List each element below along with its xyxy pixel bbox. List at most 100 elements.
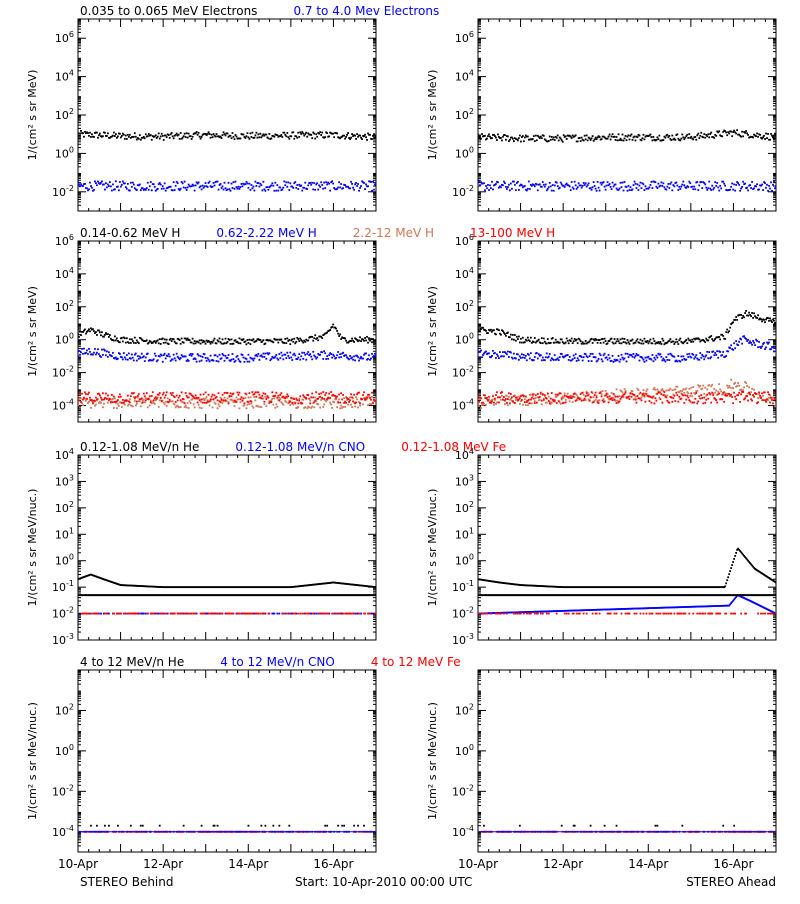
data-point bbox=[166, 405, 168, 407]
data-point bbox=[680, 398, 682, 400]
data-point bbox=[370, 358, 372, 360]
data-point bbox=[599, 136, 601, 138]
data-point bbox=[338, 335, 340, 337]
data-point bbox=[596, 395, 598, 397]
data-point bbox=[671, 401, 673, 403]
data-point bbox=[550, 359, 552, 361]
data-point bbox=[744, 312, 746, 314]
data-point bbox=[191, 342, 193, 344]
data-point bbox=[745, 382, 747, 384]
data-point bbox=[616, 388, 618, 390]
data-point bbox=[728, 133, 730, 135]
data-point bbox=[130, 395, 132, 397]
data-point bbox=[304, 354, 306, 356]
data-point bbox=[547, 393, 549, 395]
data-point bbox=[635, 355, 637, 357]
data-point bbox=[77, 405, 79, 407]
data-point bbox=[532, 395, 534, 397]
data-point bbox=[520, 357, 522, 359]
data-point bbox=[748, 342, 750, 344]
data-point bbox=[583, 399, 585, 401]
data-point bbox=[652, 187, 654, 189]
data-point bbox=[146, 187, 148, 189]
data-point bbox=[120, 396, 122, 398]
data-point bbox=[344, 138, 346, 140]
data-point bbox=[517, 354, 519, 356]
data-point bbox=[708, 384, 710, 386]
data-point bbox=[132, 357, 134, 359]
data-point bbox=[692, 138, 694, 140]
data-point bbox=[218, 361, 220, 363]
data-point bbox=[340, 356, 342, 358]
data-point bbox=[288, 189, 290, 191]
data-point bbox=[684, 394, 686, 396]
data-point bbox=[543, 135, 545, 137]
data-point bbox=[256, 132, 258, 134]
data-point bbox=[183, 187, 185, 189]
y-tick-label: 102 bbox=[55, 107, 74, 122]
data-point bbox=[201, 399, 203, 401]
data-point bbox=[277, 342, 279, 344]
data-point bbox=[732, 321, 734, 323]
data-point bbox=[135, 396, 137, 398]
data-point bbox=[710, 335, 712, 337]
data-point bbox=[753, 312, 755, 314]
data-point bbox=[286, 132, 288, 134]
data-point bbox=[280, 134, 282, 136]
data-point bbox=[719, 338, 721, 340]
data-point bbox=[336, 406, 338, 408]
data-point bbox=[567, 393, 569, 395]
data-point bbox=[714, 352, 716, 354]
data-point bbox=[693, 186, 695, 188]
data-point bbox=[745, 338, 747, 340]
data-point bbox=[493, 329, 495, 331]
data-point bbox=[648, 342, 650, 344]
data-point bbox=[733, 183, 735, 185]
data-point bbox=[350, 340, 352, 342]
data-point bbox=[221, 357, 223, 359]
data-point bbox=[699, 398, 701, 400]
data-point bbox=[764, 138, 766, 140]
data-point bbox=[366, 397, 368, 399]
data-point bbox=[88, 348, 90, 350]
data-point bbox=[688, 388, 690, 390]
y-tick-label: 101 bbox=[55, 526, 74, 541]
data-point bbox=[178, 134, 180, 136]
data-point bbox=[260, 136, 262, 138]
y-tick-label: 10-1 bbox=[52, 579, 74, 594]
data-point bbox=[661, 402, 663, 404]
data-point bbox=[209, 181, 211, 183]
data-point bbox=[331, 407, 333, 409]
data-point bbox=[281, 355, 283, 357]
data-point bbox=[155, 342, 157, 344]
data-point bbox=[142, 187, 144, 189]
data-point bbox=[551, 136, 553, 138]
data-point bbox=[104, 334, 106, 336]
data-point bbox=[741, 317, 743, 319]
data-point bbox=[330, 391, 332, 393]
data-point bbox=[284, 184, 286, 186]
data-point bbox=[217, 356, 219, 358]
data-point bbox=[195, 342, 197, 344]
data-point bbox=[722, 394, 724, 396]
data-point bbox=[306, 188, 308, 190]
data-point bbox=[170, 392, 172, 394]
data-point bbox=[598, 402, 600, 404]
data-point bbox=[119, 341, 121, 343]
data-point bbox=[246, 181, 248, 183]
data-point bbox=[133, 392, 135, 394]
data-point bbox=[721, 354, 723, 356]
data-point bbox=[765, 187, 767, 189]
data-point bbox=[571, 137, 573, 139]
data-point bbox=[124, 138, 126, 140]
data-point bbox=[668, 389, 670, 391]
data-point bbox=[546, 353, 548, 355]
data-point bbox=[187, 137, 189, 139]
data-point bbox=[284, 338, 286, 340]
data-point bbox=[144, 401, 146, 403]
data-point bbox=[629, 189, 631, 191]
data-point bbox=[230, 190, 232, 192]
data-point bbox=[772, 184, 774, 186]
data-point bbox=[94, 400, 96, 402]
